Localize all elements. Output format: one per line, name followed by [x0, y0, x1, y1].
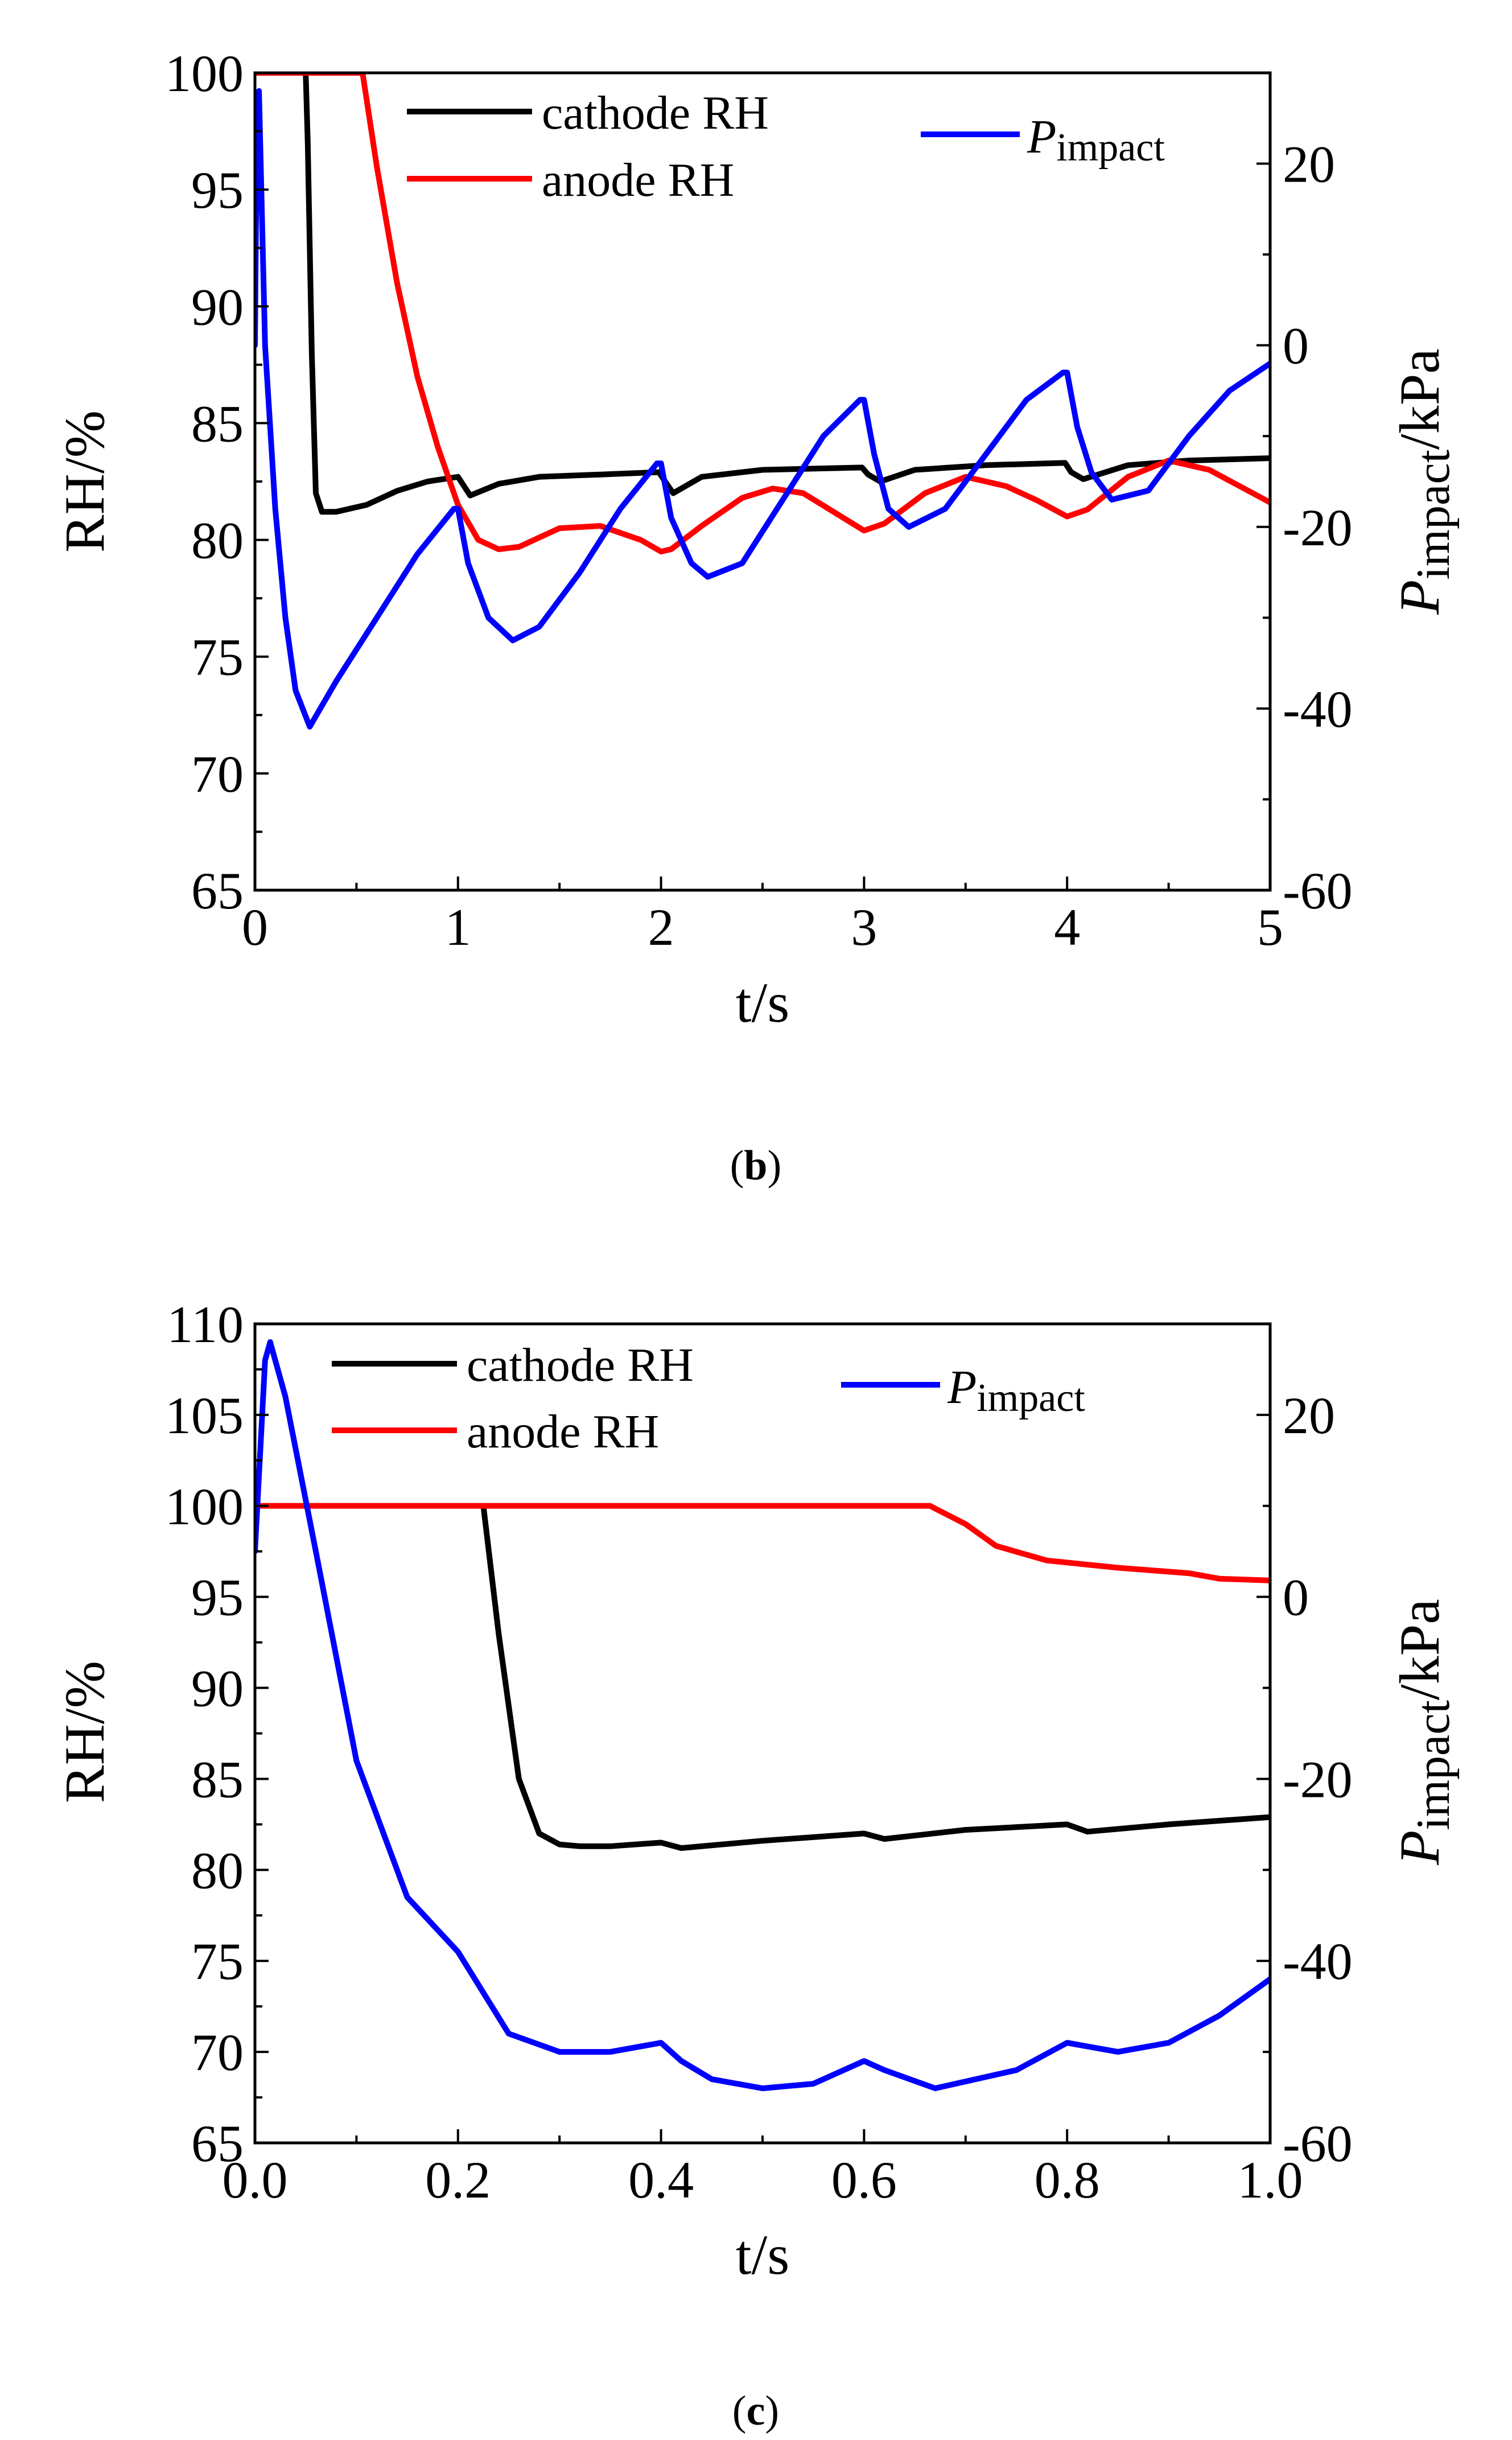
- panel-b-series-anode-rh-line: [255, 73, 1270, 555]
- y-tick-label: 100: [165, 44, 244, 102]
- panel-b-series-layer: [255, 73, 1270, 730]
- x-tick-label: 5: [1257, 898, 1283, 956]
- panel-c-x-axis-title: t/s: [736, 2223, 789, 2286]
- panel-c-chart: 0.0 0.2 0.4 0.6 0.8 1.0 65 70 75 80 85 90 95 100 105 11…: [53, 1295, 1460, 2434]
- panel-c-caption: (c): [732, 2388, 779, 2434]
- y2-tick-label: -60: [1283, 2114, 1353, 2172]
- x-tick-label: 0.0: [223, 2151, 288, 2209]
- panel-c-series-cathode-rh-line: [480, 1503, 1270, 1851]
- y2-tick-label: -20: [1283, 499, 1353, 557]
- panel-b-plot-frame: [253, 71, 1272, 892]
- x-tick-label: 4: [1054, 898, 1080, 956]
- x-tick-label: 2: [648, 898, 674, 956]
- panel-b-chart: 0 1 2 3 4 5 65 70 75 80 85 90 95 100 -60 -40 -20 0 20 cath…: [53, 44, 1460, 1189]
- y-tick-label: 105: [165, 1386, 244, 1445]
- y-tick-label: 70: [191, 745, 244, 803]
- panel-b-legend: cathode RH anode RH Pimpact: [407, 87, 1165, 207]
- y2-tick-label: 20: [1283, 1386, 1335, 1445]
- x-tick-label: 1: [445, 898, 471, 956]
- x-tick-label: 0.2: [425, 2151, 491, 2209]
- panel-c-series-anode-rh-line: [255, 1503, 1270, 1583]
- y-tick-label: 95: [191, 161, 244, 219]
- x-tick-label: 0.6: [831, 2151, 897, 2209]
- x-tick-label: 3: [851, 898, 877, 956]
- legend-pimpact-label: Pimpact: [947, 1361, 1085, 1420]
- y-tick-label: 65: [191, 2114, 244, 2172]
- y2-tick-label: 0: [1283, 1569, 1309, 1627]
- x-tick-label: 0: [242, 898, 268, 956]
- y2-tick-label: -40: [1283, 680, 1353, 738]
- panel-b-y-axis-title: RH/%: [53, 410, 116, 553]
- y2-tick-label: -20: [1283, 1750, 1353, 1808]
- panel-b-ticks: 0 1 2 3 4 5 65 70 75 80 85 90 95 100 -60 -40 -20 0 20: [165, 44, 1353, 956]
- legend-cathode-label: cathode RH: [467, 1339, 694, 1392]
- y-tick-label: 95: [191, 1569, 244, 1627]
- panel-c-series-p-impact-line: [255, 1339, 1270, 2092]
- panel-c-plot-frame: [253, 1322, 1272, 2145]
- panel-c-legend: cathode RH anode RH Pimpact: [332, 1339, 1085, 1458]
- y-tick-label: 85: [191, 394, 244, 452]
- panel-c-series-layer: [255, 1339, 1270, 2092]
- x-tick-label: 0.4: [628, 2151, 694, 2209]
- panel-c-ticks: 0.0 0.2 0.4 0.6 0.8 1.0 65 70 75 80 85 90 95 100 105 11…: [165, 1295, 1353, 2209]
- y2-tick-label: -40: [1283, 1932, 1353, 1990]
- y-tick-label: 100: [165, 1478, 244, 1536]
- y2-tick-label: 0: [1283, 317, 1309, 375]
- y-tick-label: 65: [191, 862, 244, 920]
- panel-b-y2-axis-title: Pimpact/kPa: [1388, 348, 1460, 615]
- panel-b-series-p-impact-line: [255, 88, 1270, 730]
- y-tick-label: 90: [191, 278, 244, 336]
- y2-tick-label: 20: [1283, 135, 1335, 194]
- panel-b-series-cathode-rh-line: [303, 73, 1270, 515]
- y-tick-label: 70: [191, 2023, 244, 2081]
- y-tick-label: 75: [191, 628, 244, 686]
- legend-anode-label: anode RH: [467, 1405, 659, 1458]
- panel-c-y2-axis-title: Pimpact/kPa: [1388, 1599, 1460, 1865]
- y-tick-label: 85: [191, 1750, 244, 1808]
- legend-anode-label: anode RH: [542, 154, 734, 207]
- y2-tick-label: -60: [1283, 862, 1353, 920]
- y-tick-label: 90: [191, 1660, 244, 1718]
- legend-pimpact-label: Pimpact: [1027, 110, 1165, 170]
- y-tick-label: 80: [191, 512, 244, 570]
- panel-c-y-axis-title: RH/%: [53, 1661, 116, 1803]
- x-tick-label: 1.0: [1238, 2151, 1303, 2209]
- panel-b-x-axis-title: t/s: [736, 971, 789, 1034]
- y-tick-label: 110: [167, 1295, 244, 1353]
- y-tick-label: 80: [191, 1841, 244, 1899]
- legend-cathode-label: cathode RH: [542, 87, 769, 139]
- panel-b-caption: (b): [730, 1142, 781, 1189]
- y-tick-label: 75: [191, 1932, 244, 1990]
- x-tick-label: 0.8: [1035, 2151, 1100, 2209]
